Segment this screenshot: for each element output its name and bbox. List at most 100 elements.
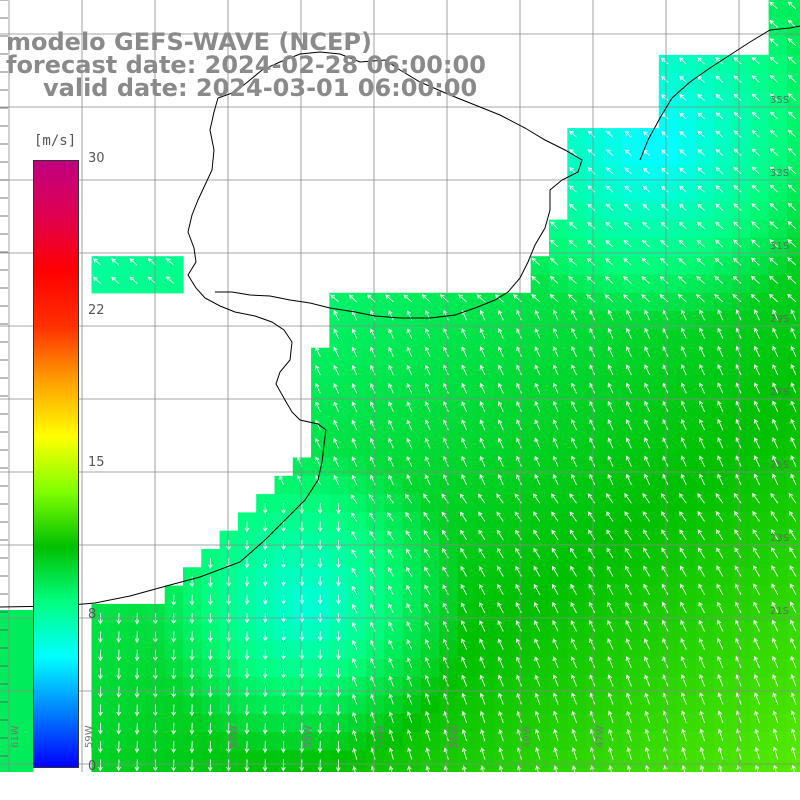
wind-speed-cell	[567, 420, 587, 440]
wind-arrow	[715, 130, 724, 138]
wind-speed-cell	[567, 402, 587, 422]
wind-arrow	[570, 656, 577, 669]
wind-arrow	[534, 364, 541, 376]
wind-arrow	[531, 257, 541, 266]
wind-arrow	[281, 576, 286, 587]
wind-arrow	[165, 276, 175, 284]
wind-arrow	[461, 419, 468, 431]
wind-arrow	[116, 631, 122, 644]
wind-speed-cell	[732, 457, 751, 477]
wind-arrow	[553, 747, 559, 760]
wind-speed-cell	[786, 329, 800, 349]
wind-arrow	[754, 728, 760, 742]
wind-speed-cell	[475, 567, 495, 587]
wind-arrow	[317, 631, 323, 642]
wind-speed-cell	[549, 475, 568, 495]
wind-arrow	[641, 239, 650, 248]
wind-speed-cell	[585, 603, 605, 623]
wind-speed-cell	[475, 512, 495, 532]
wind-speed-cell	[713, 713, 733, 733]
wind-arrow	[754, 692, 760, 705]
wind-arrow	[662, 637, 669, 650]
wind-speed-cell	[402, 402, 422, 422]
wind-speed-cell	[603, 475, 623, 495]
wind-arrow	[790, 345, 797, 357]
wind-arrow	[751, 130, 760, 138]
wind-arrow	[772, 418, 779, 431]
wind-arrow	[717, 692, 724, 705]
wind-arrow	[281, 521, 286, 533]
wind-speed-cell	[750, 732, 770, 751]
wind-arrow	[589, 346, 596, 357]
wind-speed-cell	[622, 494, 642, 513]
wind-speed-cell	[402, 512, 422, 532]
wind-arrow	[607, 418, 614, 431]
wind-arrow	[699, 437, 705, 449]
wind-arrow	[790, 619, 797, 632]
wind-arrow	[116, 722, 121, 735]
wind-arrow	[772, 692, 779, 705]
wind-speed-cell	[677, 128, 696, 147]
wind-speed-cell	[402, 677, 422, 696]
wind-arrow	[679, 94, 687, 102]
wind-arrow	[351, 419, 358, 431]
wind-speed-cell	[530, 366, 550, 385]
wind-arrow	[567, 294, 577, 303]
wind-arrow	[589, 455, 596, 467]
wind-arrow	[348, 294, 358, 303]
wind-speed-cell	[457, 512, 477, 532]
wind-arrow	[660, 94, 669, 102]
wind-speed-cell	[750, 494, 770, 513]
wind-arrow	[768, 275, 779, 284]
wind-arrow	[607, 327, 614, 339]
wind-speed-cell	[677, 439, 696, 459]
wind-arrow	[333, 383, 340, 394]
wind-speed-cell	[384, 622, 404, 642]
wind-speed-cell	[457, 402, 477, 422]
wind-speed-cell	[347, 420, 367, 440]
wind-arrow	[461, 710, 468, 724]
wind-arrow	[516, 455, 522, 467]
wind-speed-cell	[512, 475, 532, 495]
wind-arrow	[769, 257, 779, 266]
colorbar-unit: [m/s]	[34, 133, 77, 149]
wind-arrow	[333, 364, 340, 376]
wind-arrow	[644, 327, 651, 339]
wind-arrow	[497, 674, 504, 687]
wind-arrow	[387, 548, 394, 559]
wind-arrow	[407, 747, 413, 760]
wind-speed-cell	[457, 530, 477, 550]
wind-arrow	[643, 547, 650, 559]
wind-arrow	[478, 511, 486, 522]
wind-speed-cell	[475, 311, 495, 330]
wind-arrow	[571, 419, 577, 431]
wind-speed-cell	[658, 439, 678, 459]
wind-speed-cell	[677, 329, 696, 349]
wind-speed-cell	[384, 640, 404, 660]
wind-speed-cell	[622, 420, 642, 440]
colorbar-tick-label: 15	[88, 455, 105, 470]
wind-arrow	[754, 746, 760, 760]
wind-speed-cell	[512, 750, 532, 770]
wind-speed-cell	[585, 549, 605, 568]
wind-speed-cell	[677, 658, 696, 678]
wind-speed-cell	[677, 695, 696, 715]
wind-arrow	[423, 493, 431, 504]
wind-speed-cell	[457, 658, 477, 678]
wind-arrow	[607, 710, 614, 724]
wind-arrow	[697, 57, 705, 65]
wind-arrow	[699, 345, 705, 357]
wind-arrow	[586, 257, 596, 266]
wind-speed-cell	[658, 384, 678, 404]
wind-arrow	[753, 382, 760, 394]
wind-arrow	[476, 294, 486, 303]
wind-arrow	[171, 631, 176, 643]
wind-speed-cell	[457, 329, 477, 349]
wind-arrow	[406, 364, 413, 376]
wind-arrow	[333, 456, 340, 467]
wind-arrow	[716, 619, 724, 632]
wind-speed-cell	[494, 732, 513, 751]
wind-speed-cell	[732, 366, 751, 385]
wind-speed-cell	[347, 549, 367, 568]
wind-speed-cell	[439, 512, 459, 532]
